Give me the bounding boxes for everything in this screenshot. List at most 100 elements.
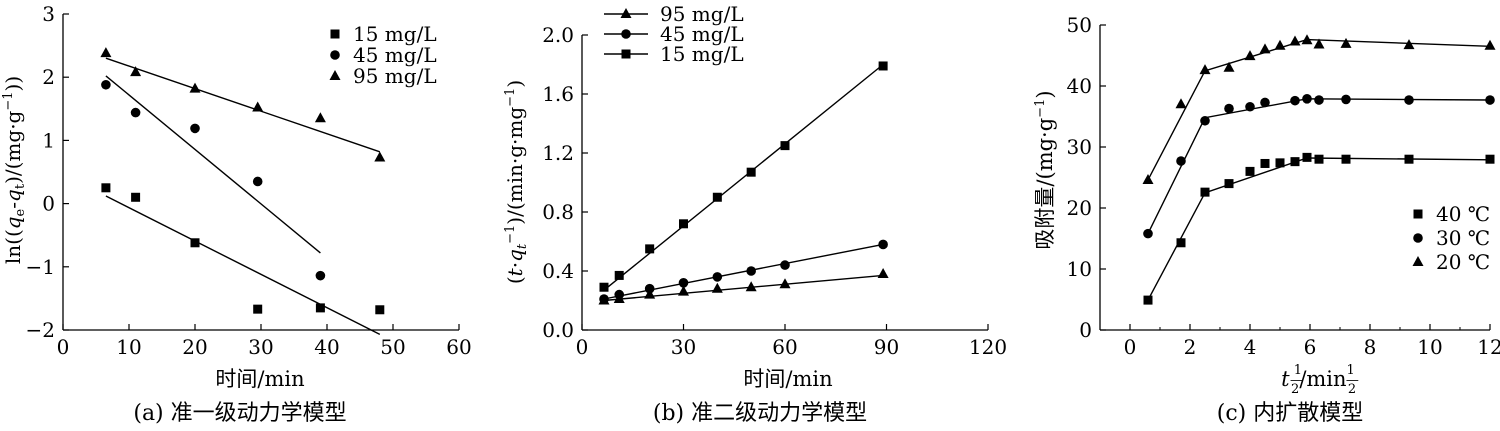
panel-a-fit-line-15-mg-L bbox=[105, 195, 381, 336]
panel-a-point-45-mg-L bbox=[130, 107, 141, 118]
panel-b-y-tick-label: 2.0 bbox=[542, 23, 574, 47]
panel-c-x-tick-label: 10 bbox=[1417, 335, 1442, 359]
panel-b-point-45-mg-L bbox=[780, 260, 790, 270]
panel-c-point-20 bbox=[1340, 37, 1352, 48]
panel-a-y-label: ln((qe-qt)/(mg·g−1)) bbox=[1, 76, 28, 264]
panel-b-legend-marker-15-mg-L bbox=[621, 49, 631, 59]
panel-a-point-95-mg-L bbox=[189, 82, 201, 93]
panel-c-point-40 bbox=[1275, 158, 1285, 168]
panel-b-point-15-mg-L bbox=[878, 61, 888, 71]
panel-c-point-30 bbox=[1314, 95, 1324, 105]
panel-b-point-95-mg-L bbox=[877, 267, 889, 278]
panel-b-point-45-mg-L bbox=[599, 294, 609, 304]
panel-c-point-30 bbox=[1224, 103, 1234, 114]
panel-c-legend-marker-20 bbox=[1412, 256, 1424, 266]
panel-c-point-30 bbox=[1176, 156, 1186, 166]
panel-b-x-tick-label: 60 bbox=[772, 335, 797, 359]
panel-b-y-label: (t·qt−1)/(min·g·mg−1) bbox=[503, 80, 530, 284]
panel-b-x-tick-label: 90 bbox=[874, 335, 899, 359]
panel-a-point-95-mg-L bbox=[100, 47, 112, 58]
panel-a-y-tick-label: −1 bbox=[26, 255, 55, 279]
panel-a-legend-marker-95-mg-L bbox=[329, 70, 341, 80]
panel-b-legend-marker-95-mg-L bbox=[620, 8, 632, 18]
panel-b-point-45-mg-L bbox=[712, 272, 723, 282]
panel-b-point-95-mg-L bbox=[711, 282, 723, 293]
panel-a-y-tick-label: −2 bbox=[26, 318, 55, 342]
panel-c-point-30 bbox=[1143, 228, 1153, 239]
panel-a-point-15-mg-L bbox=[131, 192, 141, 202]
panel-c-point-20 bbox=[1403, 39, 1415, 50]
panel-c-point-20 bbox=[1313, 38, 1325, 49]
panel-b-point-15-mg-L bbox=[599, 282, 609, 292]
panel-c-caption: (c) 内扩散模型 bbox=[1217, 401, 1363, 426]
panel-a-point-95-mg-L bbox=[252, 101, 264, 112]
panel-b-y-tick-label: 0.4 bbox=[542, 259, 574, 283]
panel-c-point-40 bbox=[1485, 154, 1495, 164]
panel-c-y-tick-label: 30 bbox=[1067, 135, 1092, 159]
panel-a-point-15-mg-L bbox=[190, 238, 200, 248]
panel-a-point-95-mg-L bbox=[130, 66, 142, 77]
panel-b-legend-label-15-mg-L: 15 mg/L bbox=[660, 42, 744, 66]
panel-b-point-15-mg-L bbox=[780, 141, 790, 151]
panel-c-point-20 bbox=[1301, 34, 1313, 45]
panel-b-caption: (b) 准二级动力学模型 bbox=[653, 401, 867, 426]
panel-a-x-tick-label: 30 bbox=[248, 335, 273, 359]
panel-c-x-tick-label: 2 bbox=[1184, 335, 1197, 359]
panel-b-fit-line-15-mg-L bbox=[603, 63, 884, 291]
panel-a-point-15-mg-L bbox=[101, 183, 111, 193]
panel-a-point-95-mg-L bbox=[374, 151, 386, 162]
panel-c-point-40 bbox=[1404, 154, 1414, 164]
panel-b-point-45-mg-L bbox=[746, 266, 756, 276]
panel-a-legend-marker-45-mg-L bbox=[330, 50, 340, 60]
panel-b: 0 30 60 90 120 0.0 0.4 0.8 1.2 1.6 2.0 95 mg/L45 mg… bbox=[503, 2, 1007, 426]
panel-c-legend-label-20: 20 ℃ bbox=[1436, 250, 1490, 274]
panel-c-y-label: 吸附量/(mg·g−1) bbox=[1033, 90, 1057, 249]
panel-c-point-30 bbox=[1302, 94, 1312, 104]
panel-c-point-20 bbox=[1484, 39, 1496, 50]
panel-a-x-tick-label: 20 bbox=[182, 335, 207, 359]
panel-c-x-tick-label: 8 bbox=[1364, 335, 1377, 359]
panel-b-legend-marker-45-mg-L bbox=[621, 29, 631, 39]
panel-c-point-20 bbox=[1289, 35, 1301, 46]
panel-a-y-tick-label: 2 bbox=[42, 65, 55, 89]
panel-b-legend-label-95-mg-L: 95 mg/L bbox=[660, 2, 744, 26]
panel-c-point-30 bbox=[1260, 97, 1270, 108]
panel-b-y-tick-label: 1.6 bbox=[542, 82, 574, 106]
panel-b-x-tick-label: 120 bbox=[969, 335, 1007, 359]
panel-c-point-40 bbox=[1200, 187, 1210, 197]
panel-c-legend-label-40: 40 ℃ bbox=[1436, 202, 1490, 226]
panel-a-legend-label-95-mg-L: 95 mg/L bbox=[353, 64, 437, 88]
panel-b-legend-label-45-mg-L: 45 mg/L bbox=[660, 22, 744, 46]
panel-c-x-label: t 1—2/min1—2 bbox=[1281, 363, 1359, 397]
panel-c-legend-label-30: 30 ℃ bbox=[1436, 226, 1490, 250]
panel-a-x-label: 时间/min bbox=[215, 367, 304, 391]
panel-b-point-95-mg-L bbox=[644, 288, 656, 299]
panel-a-x-tick-label: 50 bbox=[380, 335, 405, 359]
panel-a: 0 10 20 30 40 50 60 −2 −1 0 1 2 3 15 mg/L45 mg/L95 mg… bbox=[1, 2, 472, 426]
panel-c-point-20 bbox=[1244, 50, 1256, 61]
panel-c: 0 2 4 6 8 10 12 0 10 20 30 40 50 40 ℃30 ℃20 ℃ 吸附量/(mg… bbox=[1033, 13, 1500, 426]
panel-c-legend-marker-40 bbox=[1413, 209, 1423, 219]
panel-b-point-45-mg-L bbox=[878, 239, 888, 250]
panel-c-x-tick-label: 12 bbox=[1477, 335, 1500, 359]
panel-b-point-45-mg-L bbox=[614, 289, 625, 300]
panel-c-point-40 bbox=[1224, 179, 1234, 189]
panel-c-y-tick-label: 10 bbox=[1067, 257, 1092, 281]
panel-a-caption: (a) 准一级动力学模型 bbox=[133, 401, 346, 426]
panel-c-point-30 bbox=[1290, 95, 1300, 106]
panel-b-point-15-mg-L bbox=[679, 219, 688, 229]
panel-c-point-20 bbox=[1142, 173, 1154, 184]
panel-c-point-40 bbox=[1341, 154, 1351, 164]
panel-b-point-95-mg-L bbox=[745, 281, 757, 292]
panel-c-x-tick-label: 0 bbox=[1124, 335, 1137, 359]
panel-c-point-30 bbox=[1485, 95, 1495, 105]
panel-a-y-tick-label: 3 bbox=[42, 2, 55, 26]
panel-c-point-40 bbox=[1260, 158, 1270, 168]
panel-b-point-45-mg-L bbox=[644, 283, 655, 294]
panel-c-point-40 bbox=[1245, 166, 1255, 176]
panel-a-point-45-mg-L bbox=[101, 79, 111, 90]
panel-a-legend-label-15-mg-L: 15 mg/L bbox=[353, 22, 437, 46]
panel-c-point-40 bbox=[1176, 238, 1186, 248]
panel-a-point-15-mg-L bbox=[315, 303, 325, 313]
